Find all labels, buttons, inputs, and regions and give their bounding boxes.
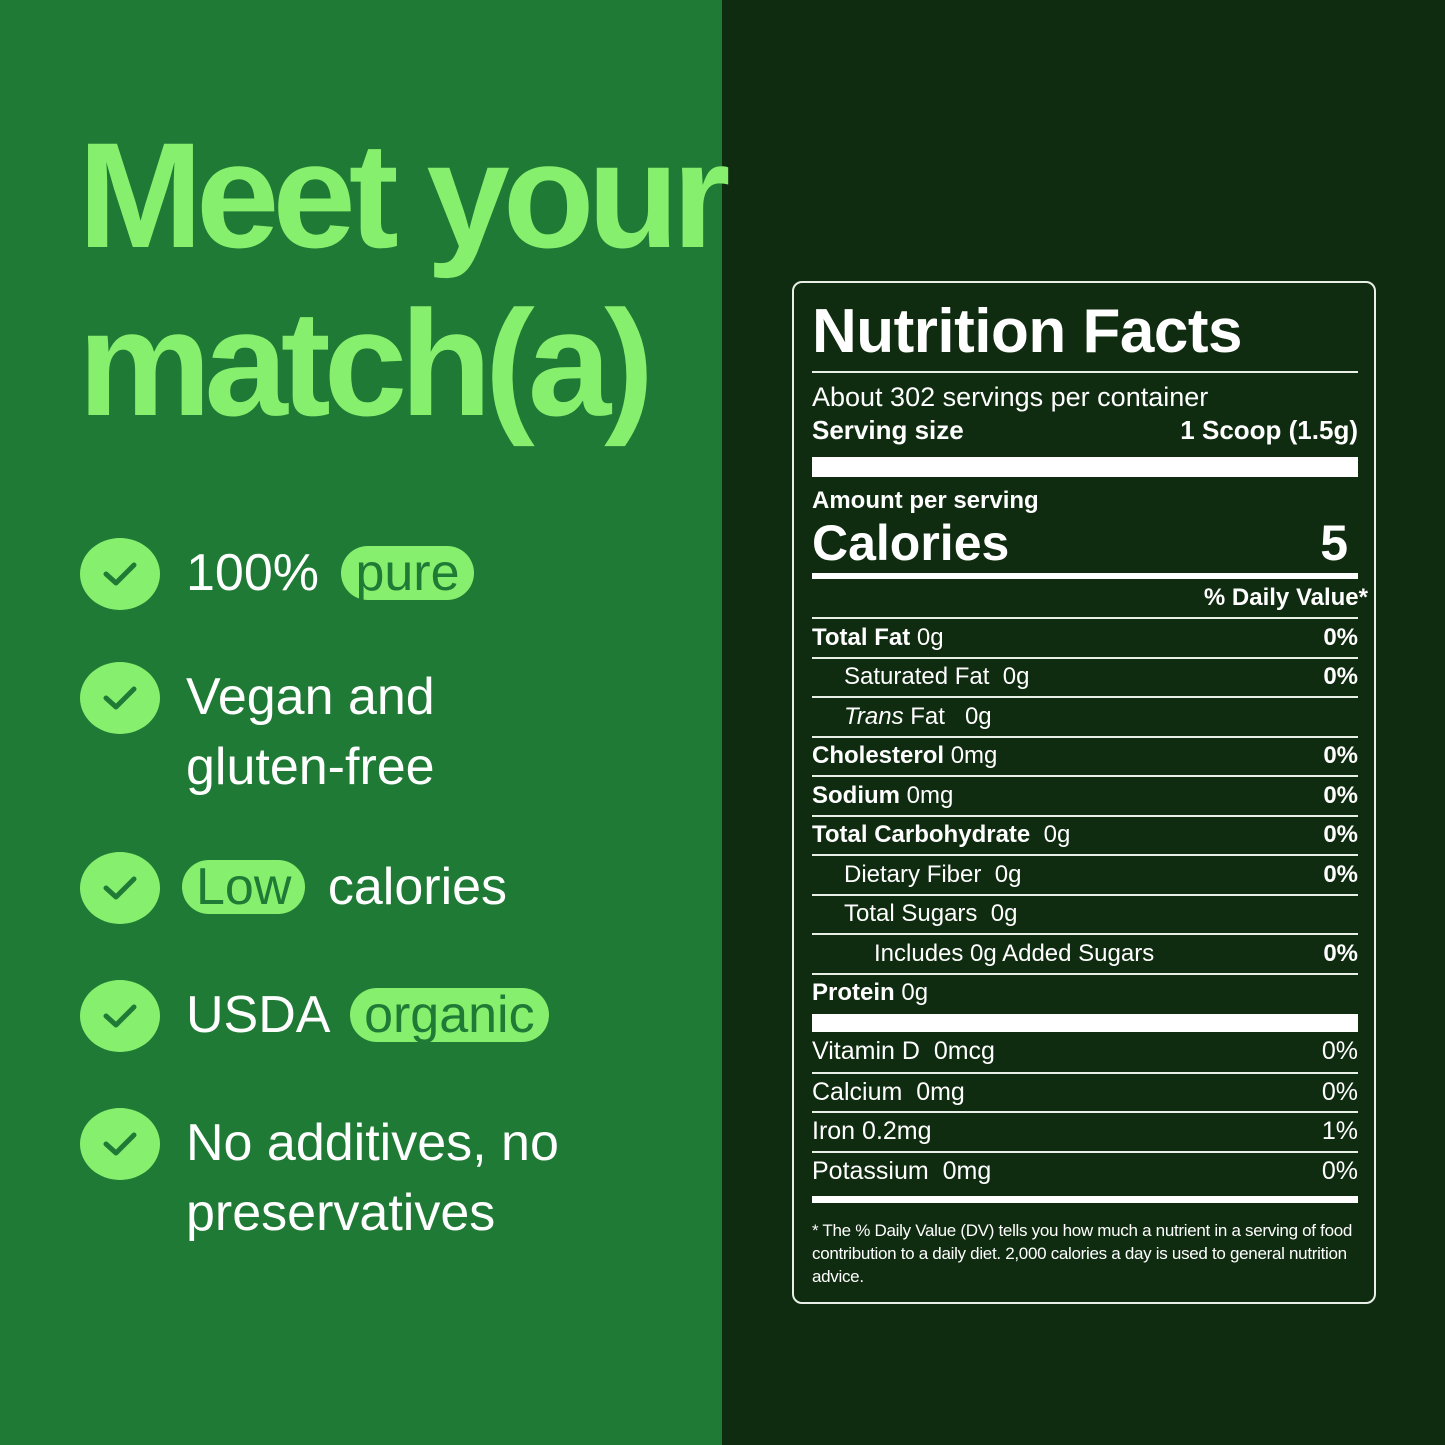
nutrient-amount: 0g xyxy=(1043,821,1071,849)
feature-text: USDA xyxy=(186,986,328,1044)
vitamin-row: Iron 0.2mg 1% xyxy=(812,1111,1358,1151)
nutrient-row: Protein 0g xyxy=(812,972,1358,1013)
feature-low-calories: Low calories xyxy=(80,852,507,924)
vitamin-name: Vitamin D xyxy=(812,1037,920,1066)
nutrient-amount: 0g xyxy=(901,979,929,1007)
feature-vegan: Vegan and gluten-free xyxy=(80,662,435,802)
nutrient-dv: 0% xyxy=(1323,623,1358,651)
nutrient-dv: 0% xyxy=(1323,742,1358,770)
feature-text: calories xyxy=(327,858,508,916)
nutrient-dv: 0% xyxy=(1323,663,1358,691)
nutrient-row: Total Carbohydrate 0g 0% xyxy=(812,814,1358,855)
feature-text: No additives, no xyxy=(186,1114,559,1172)
calories-label: Calories xyxy=(812,515,1010,571)
vitamin-dv: 0% xyxy=(1321,1077,1358,1106)
serving-size: Serving size 1 Scoop (1.5g) xyxy=(812,415,1358,445)
daily-value-header: % Daily Value* xyxy=(1203,584,1368,611)
vitamin-amount: 0mg xyxy=(916,1077,965,1106)
highlight-pill: organic xyxy=(350,988,549,1042)
vitamin-amount: 0mcg xyxy=(933,1037,995,1066)
vitamin-row: Vitamin D 0mcg 0% xyxy=(812,1032,1358,1072)
vitamin-row: Calcium 0mg 0% xyxy=(812,1071,1358,1112)
check-icon xyxy=(80,1108,160,1180)
highlight-pill: Low xyxy=(182,860,306,914)
vitamin-dv: 0% xyxy=(1321,1037,1358,1066)
amount-per-serving: Amount per serving xyxy=(812,487,1039,514)
nutrient-row: Trans Fat 0g xyxy=(812,696,1358,736)
vitamin-amount: 0.2mg xyxy=(862,1117,932,1146)
nutrient-name: Includes 0g Added Sugars xyxy=(874,939,1155,967)
nutrient-name-italic: Trans xyxy=(844,702,904,730)
nutrient-dv: 0% xyxy=(1323,860,1358,888)
nutrient-amount: 0g xyxy=(916,623,944,651)
nutrient-amount: 0mg xyxy=(906,781,954,809)
nutrient-name: Total Sugars xyxy=(844,900,978,928)
highlight-pill: pure xyxy=(341,546,474,600)
nutrient-amount: 0g xyxy=(990,900,1018,928)
nutrient-name: Fat xyxy=(910,702,945,730)
vitamin-name: Iron xyxy=(812,1117,856,1146)
feature-usda-organic: USDA organic xyxy=(80,980,557,1052)
calories-row: Calories 5 xyxy=(812,515,1358,579)
check-icon xyxy=(80,980,160,1052)
nutrition-facts-panel: Nutrition Facts About 302 servings per c… xyxy=(792,281,1376,1304)
feature-text: gluten-free xyxy=(186,738,435,796)
feature-100-pure: 100% pure xyxy=(80,538,482,610)
nutrient-name: Total Carbohydrate xyxy=(812,821,1031,849)
check-icon xyxy=(80,538,160,610)
vitamin-dv: 0% xyxy=(1321,1156,1358,1185)
headline: Meet your match(a) xyxy=(78,111,730,447)
vitamin-name: Calcium xyxy=(812,1077,903,1106)
vitamin-row: Potassium 0mg 0% xyxy=(812,1150,1358,1191)
nutrient-dv: 0% xyxy=(1323,939,1358,967)
vitamin-amount: 0mg xyxy=(942,1156,992,1185)
nutrient-name: Saturated Fat xyxy=(844,663,990,691)
nutrient-dv: 0% xyxy=(1323,821,1358,849)
nutrient-name: Protein xyxy=(812,979,895,1007)
nutrition-title: Nutrition Facts xyxy=(812,297,1358,373)
nutrient-row: Includes 0g Added Sugars 0% xyxy=(812,933,1358,973)
nutrient-dv: 0% xyxy=(1323,781,1358,809)
divider xyxy=(812,1196,1358,1203)
nutrient-row: Total Sugars 0g xyxy=(812,893,1358,934)
nutrient-row: Dietary Fiber 0g 0% xyxy=(812,854,1358,894)
calories-value: 5 xyxy=(1320,515,1348,571)
nutrient-row: Total Fat 0g 0% xyxy=(812,617,1358,657)
nutrient-name: Cholesterol xyxy=(812,742,945,770)
feature-text: 100% xyxy=(186,544,319,602)
headline-line-1: Meet your xyxy=(78,111,730,279)
feature-text: Vegan and xyxy=(186,668,435,726)
serving-size-value: 1 Scoop (1.5g) xyxy=(1180,415,1358,445)
divider xyxy=(812,1014,1358,1032)
divider xyxy=(812,457,1358,477)
vitamin-name: Potassium xyxy=(812,1156,929,1185)
headline-line-2: match(a) xyxy=(78,279,654,447)
nutrient-amount: 0g xyxy=(964,702,992,730)
nutrient-amount: 0mg xyxy=(950,742,998,770)
servings-per-container: About 302 servings per container xyxy=(812,382,1209,412)
nutrient-row: Cholesterol 0mg 0% xyxy=(812,735,1358,776)
nutrient-row: Saturated Fat 0g 0% xyxy=(812,656,1358,697)
nutrient-name: Sodium xyxy=(812,781,900,809)
check-icon xyxy=(80,662,160,734)
nutrient-row: Sodium 0mg 0% xyxy=(812,775,1358,815)
nutrient-name: Dietary Fiber xyxy=(844,860,982,888)
nutrient-amount: 0g xyxy=(994,860,1022,888)
feature-no-additives: No additives, no preservatives xyxy=(80,1108,559,1248)
vitamin-dv: 1% xyxy=(1321,1117,1358,1146)
nutrient-amount: 0g xyxy=(1002,663,1030,691)
check-icon xyxy=(80,852,160,924)
feature-text: preservatives xyxy=(186,1184,496,1242)
nutrient-name: Total Fat xyxy=(812,623,911,651)
right-panel xyxy=(722,0,1445,1445)
serving-size-label: Serving size xyxy=(812,415,964,445)
footnote: * The % Daily Value (DV) tells you how m… xyxy=(812,1221,1353,1286)
